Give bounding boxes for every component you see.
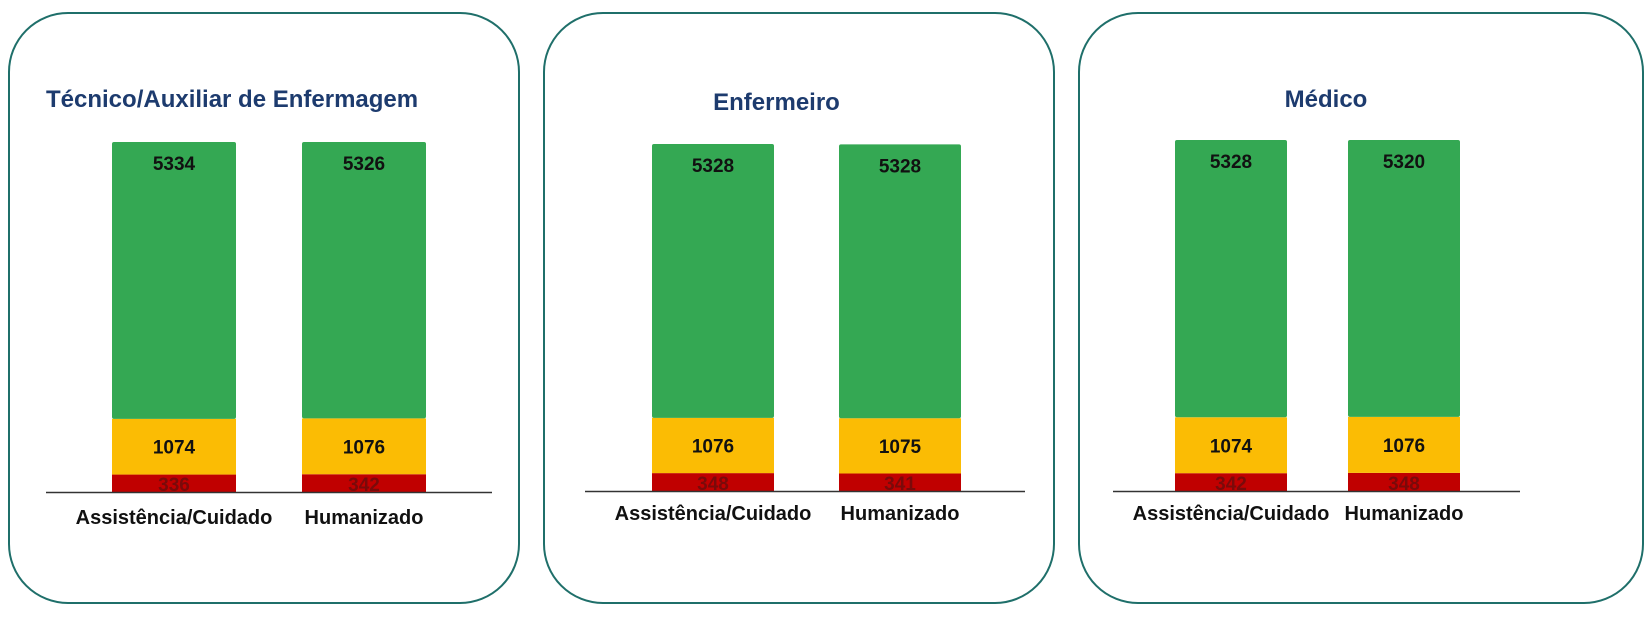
data-label: 5328 <box>879 156 921 177</box>
bar-segment <box>652 144 774 418</box>
bar-segment <box>302 474 426 492</box>
bar-segment <box>1175 417 1287 474</box>
data-label: 5334 <box>153 154 196 175</box>
data-label: 348 <box>1388 474 1420 495</box>
data-label: 1076 <box>692 436 734 457</box>
data-label: 1075 <box>879 437 922 458</box>
category-label: Assistência/Cuidado <box>1133 503 1330 525</box>
bar-segment <box>839 418 961 474</box>
chart-panel-medico: Médico 342 1074 5328 Assistência/Cuidado 348… <box>1078 12 1644 604</box>
bar-segment <box>302 142 426 419</box>
category-label: Assistência/Cuidado <box>615 503 812 525</box>
data-label: 5320 <box>1383 152 1425 173</box>
data-label: 342 <box>1215 474 1247 495</box>
bar-segment <box>652 473 774 491</box>
category-label: Assistência/Cuidado <box>76 507 273 529</box>
bar-segment <box>112 142 236 419</box>
data-label: 1076 <box>1383 436 1425 457</box>
chart-title: Médico <box>1284 86 1368 113</box>
bar-segment <box>1348 140 1460 417</box>
data-label: 5328 <box>692 156 734 177</box>
chart-title: Técnico/Auxiliar de Enfermagem <box>46 86 419 113</box>
data-label: 336 <box>158 475 190 496</box>
category-label: Humanizado <box>1345 503 1464 525</box>
bar-segment <box>112 418 236 475</box>
chart-panel-tecnico: Técnico/Auxiliar de Enfermagem 336 1074 53… <box>8 12 520 604</box>
bar-segment <box>302 418 426 475</box>
bar-segment <box>1175 140 1287 418</box>
data-label: 5328 <box>1210 152 1252 173</box>
stacked-bar-chart: 336 1074 5334 Assistência/Cuidado 342 1076 532… <box>46 142 492 529</box>
data-label: 342 <box>348 475 380 496</box>
data-label: 1074 <box>1210 436 1253 457</box>
bar-segment <box>112 474 236 492</box>
category-label: Humanizado <box>841 503 960 525</box>
bar-segment <box>1175 473 1287 491</box>
chart-title: Enfermeiro <box>713 89 840 116</box>
stacked-bar-chart: 342 1074 5328 Assistência/Cuidado 348 1076 532… <box>1113 140 1520 525</box>
data-label: 1076 <box>343 437 385 458</box>
bar-segment <box>1348 416 1460 473</box>
stacked-bar-chart: 348 1076 5328 Assistência/Cuidado 341 1075 532… <box>585 144 1025 525</box>
data-label: 348 <box>697 474 729 495</box>
data-label: 1074 <box>153 438 196 459</box>
bar-segment <box>839 144 961 419</box>
chart-panel-enfermeiro: Enfermeiro 348 1076 5328 Assistência/Cuidad… <box>543 12 1055 604</box>
data-label: 5326 <box>343 154 385 175</box>
bar-segment <box>652 417 774 474</box>
bar-segment <box>1348 472 1460 491</box>
bar-segment <box>839 473 961 491</box>
data-label: 341 <box>884 474 916 495</box>
category-label: Humanizado <box>305 507 424 529</box>
